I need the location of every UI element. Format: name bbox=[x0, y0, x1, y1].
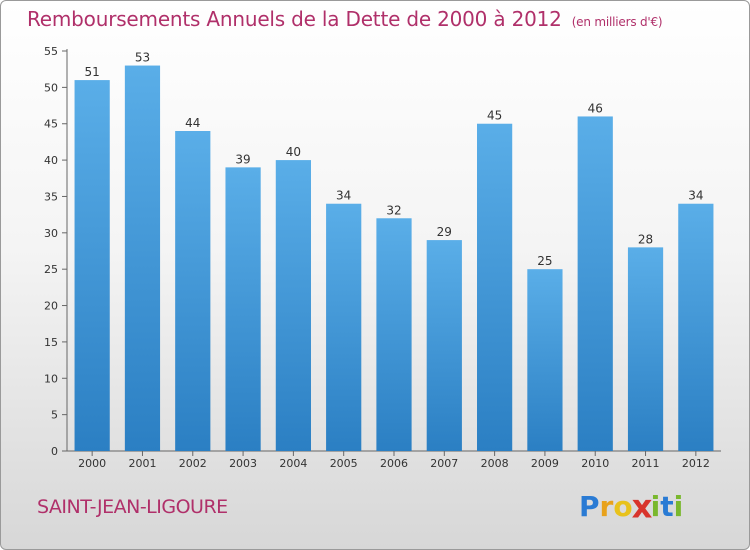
data-label: 53 bbox=[135, 51, 150, 65]
bar bbox=[175, 131, 211, 451]
data-label: 39 bbox=[235, 152, 250, 166]
data-label: 46 bbox=[588, 101, 603, 115]
logo-letter: o bbox=[613, 490, 633, 523]
data-label: 28 bbox=[638, 232, 653, 246]
logo-letter: x bbox=[631, 487, 653, 526]
bar bbox=[74, 80, 110, 451]
value-labels: 51 53 44 39 40 34 32 29 45 25 46 28 34 bbox=[85, 51, 704, 269]
y-tick-label: 45 bbox=[44, 118, 58, 131]
chart-subtitle: (en milliers d'€) bbox=[571, 15, 663, 29]
x-tick-label: 2004 bbox=[279, 457, 307, 470]
x-tick-label: 2002 bbox=[179, 457, 207, 470]
x-tick-label: 2000 bbox=[78, 457, 106, 470]
data-label: 29 bbox=[437, 225, 452, 239]
bar bbox=[527, 269, 563, 451]
bar bbox=[678, 203, 714, 451]
y-tick-label: 30 bbox=[44, 227, 58, 240]
data-label: 45 bbox=[487, 109, 502, 123]
data-label: 44 bbox=[185, 116, 200, 130]
y-tick-label: 0 bbox=[51, 445, 58, 458]
y-tick-label: 10 bbox=[44, 372, 58, 385]
x-tick-label: 2009 bbox=[531, 457, 559, 470]
y-tick-label: 15 bbox=[44, 336, 58, 349]
logo-letter: i bbox=[673, 490, 684, 523]
x-tick-label: 2011 bbox=[632, 457, 660, 470]
bar bbox=[426, 240, 462, 451]
bar bbox=[275, 160, 311, 451]
x-tick-label: 2012 bbox=[682, 457, 710, 470]
chart-title: Remboursements Annuels de la Dette de 20… bbox=[27, 7, 663, 31]
y-tick-label: 5 bbox=[51, 409, 58, 422]
x-tick-label: 2005 bbox=[330, 457, 358, 470]
y-tick-label: 55 bbox=[44, 45, 58, 58]
x-tick-label: 2003 bbox=[229, 457, 257, 470]
x-tick-label: 2010 bbox=[581, 457, 609, 470]
axes: 0 5 10 15 20 25 30 35 40 45 50 55 2000 2001 2002 2003 20… bbox=[44, 45, 721, 470]
x-tick-label: 2006 bbox=[380, 457, 408, 470]
data-label: 25 bbox=[537, 254, 552, 268]
bar bbox=[627, 247, 664, 451]
data-label: 34 bbox=[336, 189, 351, 203]
bar bbox=[225, 167, 261, 451]
x-tick-label: 2001 bbox=[128, 457, 156, 470]
y-tick-label: 50 bbox=[44, 81, 58, 94]
y-tick-label: 25 bbox=[44, 263, 58, 276]
title-text: Remboursements Annuels de la Dette de 20… bbox=[27, 7, 562, 31]
logo-letter: t bbox=[660, 490, 674, 523]
logo-letter: P bbox=[579, 490, 600, 523]
bar bbox=[326, 203, 362, 451]
logo-letter: i bbox=[650, 490, 661, 523]
y-tick-label: 35 bbox=[44, 190, 58, 203]
y-tick-label: 40 bbox=[44, 154, 58, 167]
x-tick-label: 2008 bbox=[481, 457, 509, 470]
bar bbox=[477, 123, 513, 452]
bar bbox=[577, 116, 613, 452]
data-label: 40 bbox=[286, 145, 301, 159]
y-tick-label: 20 bbox=[44, 300, 58, 313]
proxiti-logo[interactable]: Proxiti bbox=[579, 487, 684, 526]
bar bbox=[124, 65, 161, 451]
logo-letter: r bbox=[599, 490, 614, 523]
x-tick-label: 2007 bbox=[430, 457, 458, 470]
data-label: 51 bbox=[85, 65, 100, 79]
bars bbox=[74, 65, 714, 452]
bar bbox=[376, 218, 412, 451]
data-label: 32 bbox=[386, 203, 401, 217]
data-label: 34 bbox=[688, 189, 703, 203]
commune-name: SAINT-JEAN-LIGOURE bbox=[37, 496, 228, 518]
